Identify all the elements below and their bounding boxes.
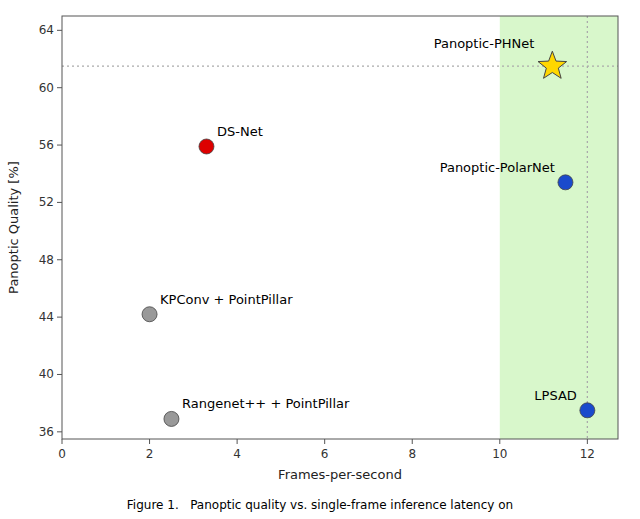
tick-mark <box>587 439 588 444</box>
tick-label: 48 <box>39 253 54 267</box>
x-axis-label: Frames-per-second <box>278 467 402 482</box>
point <box>199 139 214 154</box>
tick-label: 40 <box>39 367 54 381</box>
tick-mark <box>57 87 62 88</box>
point <box>538 51 567 78</box>
point-labels: DS-Net KPConv + PointPillar Rangenet++ + P… <box>160 36 577 411</box>
point-label: KPConv + PointPillar <box>160 292 293 307</box>
tick-label: 60 <box>39 81 54 95</box>
tick-mark <box>57 374 62 375</box>
caption: Figure 1. Panoptic quality vs. single-fr… <box>127 498 513 512</box>
tick-mark <box>324 439 325 444</box>
tick-label: 64 <box>39 23 54 37</box>
point-label: LPSAD <box>534 388 576 403</box>
tick-mark <box>237 439 238 444</box>
plot-frame <box>62 16 618 439</box>
point-label: Panoptic-PHNet <box>434 36 535 51</box>
shaded-region <box>500 16 618 439</box>
point <box>558 175 573 190</box>
plot-area <box>62 16 618 439</box>
tick-label: 10 <box>492 447 507 461</box>
tick-label: 56 <box>39 138 54 152</box>
y-axis-label: Panoptic Quality [%] <box>6 161 21 294</box>
point-label: Rangenet++ + PointPillar <box>182 396 350 411</box>
tick-label: 12 <box>580 447 595 461</box>
tick-label: 6 <box>321 447 329 461</box>
tick-mark <box>149 439 150 444</box>
tick-label: 2 <box>146 447 154 461</box>
tick-label: 52 <box>39 195 54 209</box>
point <box>164 411 179 426</box>
points <box>142 51 595 426</box>
reference-line <box>62 66 618 67</box>
tick-mark <box>57 259 62 260</box>
tick-label: 8 <box>408 447 416 461</box>
point <box>142 307 157 322</box>
tick-mark <box>57 431 62 432</box>
tick-label: 36 <box>39 425 54 439</box>
chart: 0 2 4 6 8 10 12 36 40 44 48 52 56 60 64 Frames-per-seco… <box>0 0 640 519</box>
tick-mark <box>57 145 62 146</box>
point-label: DS-Net <box>217 124 263 139</box>
tick-mark <box>57 202 62 203</box>
point <box>580 403 595 418</box>
tick-mark <box>57 30 62 31</box>
tick-mark <box>412 439 413 444</box>
point-label: Panoptic-PolarNet <box>440 160 555 175</box>
tick-mark <box>57 317 62 318</box>
tick-label: 4 <box>233 447 241 461</box>
tick-mark <box>499 439 500 444</box>
axes: 0 2 4 6 8 10 12 36 40 44 48 52 56 60 64 <box>39 16 618 461</box>
tick-label: 44 <box>39 310 54 324</box>
tick-label: 0 <box>58 447 66 461</box>
reference-line <box>587 16 588 439</box>
tick-mark <box>62 439 63 444</box>
